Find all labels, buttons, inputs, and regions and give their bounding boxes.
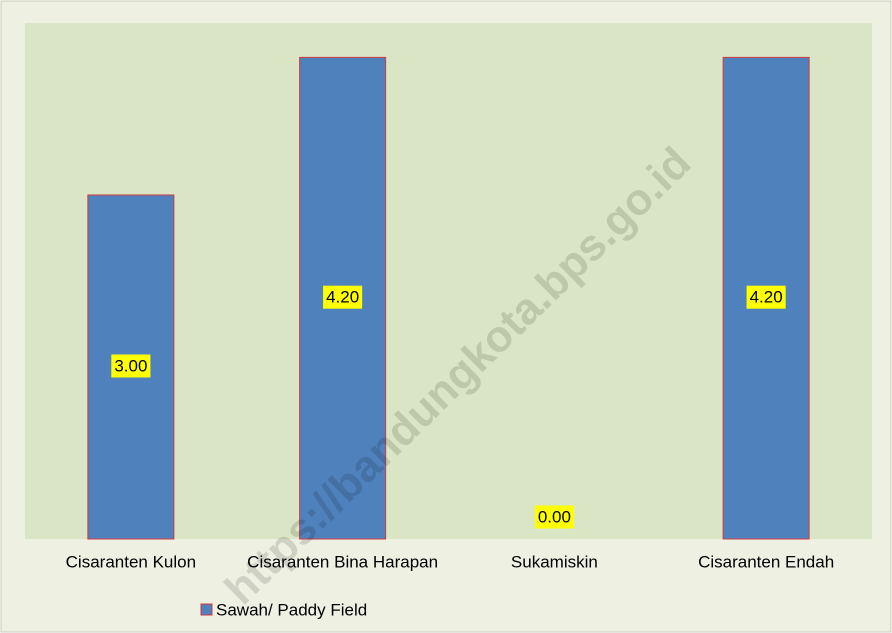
legend-label: Sawah/ Paddy Field bbox=[216, 600, 367, 619]
data-label: 3.00 bbox=[114, 356, 147, 375]
x-tick-label: Cisaranten Bina Harapan bbox=[247, 552, 438, 571]
data-label: 4.20 bbox=[326, 288, 359, 307]
data-label: 4.20 bbox=[750, 288, 783, 307]
data-label-box bbox=[323, 285, 363, 309]
x-tick-label: Sukamiskin bbox=[511, 552, 598, 571]
legend-swatch bbox=[200, 603, 213, 616]
data-label-box bbox=[534, 505, 574, 529]
x-tick-label: Cisaranten Endah bbox=[698, 552, 834, 571]
x-tick-label: Cisaranten Kulon bbox=[66, 552, 196, 571]
data-label-box bbox=[111, 354, 151, 378]
data-label: 0.00 bbox=[538, 507, 571, 526]
data-label-box bbox=[746, 285, 786, 309]
